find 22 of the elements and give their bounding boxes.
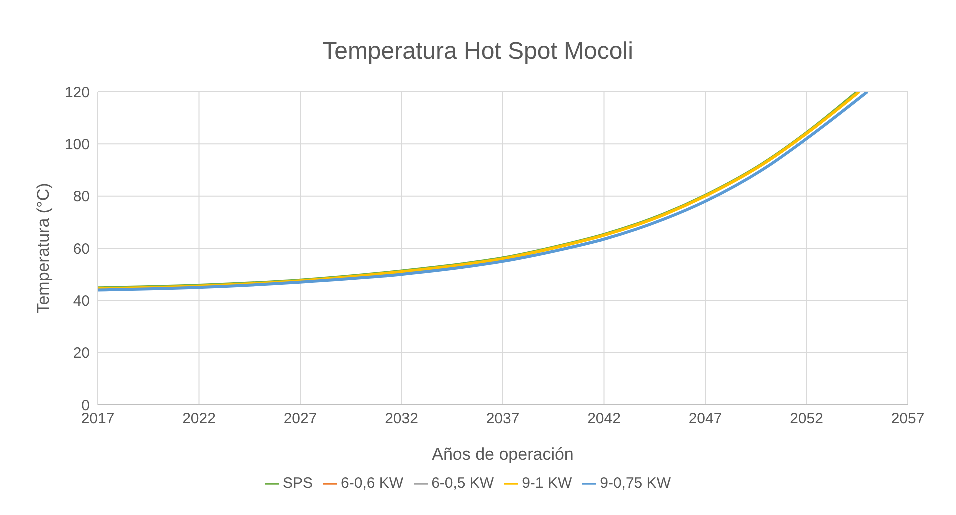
y-tick-label: 40 [73, 292, 90, 310]
legend-label: 6-0,5 KW [432, 475, 494, 492]
x-tick-label: 2057 [891, 410, 925, 428]
x-tick-label: 2022 [182, 410, 216, 428]
chart-title: Temperatura Hot Spot Mocoli [322, 37, 634, 67]
y-tick-label: 120 [64, 84, 90, 102]
x-tick-label: 2047 [688, 410, 722, 428]
x-tick-label: 2037 [486, 410, 520, 428]
legend-label: 6-0,6 KW [341, 475, 404, 492]
legend-label: 9-1 KW [522, 475, 572, 492]
x-tick-label: 2027 [284, 410, 318, 428]
x-tick-label: 2032 [385, 410, 418, 428]
legend-label: 9-0,75 KW [600, 475, 671, 492]
legend-label: SPS [283, 475, 314, 492]
y-axis-title: Temperatura (°C) [34, 183, 54, 314]
x-tick-label: 2042 [588, 410, 621, 428]
x-axis-title: Años de operación [432, 445, 574, 464]
x-tick-label: 2052 [790, 410, 824, 428]
y-tick-label: 80 [73, 188, 90, 206]
y-tick-label: 60 [73, 240, 90, 258]
y-tick-label: 20 [73, 345, 90, 362]
y-tick-label: 100 [64, 136, 90, 154]
